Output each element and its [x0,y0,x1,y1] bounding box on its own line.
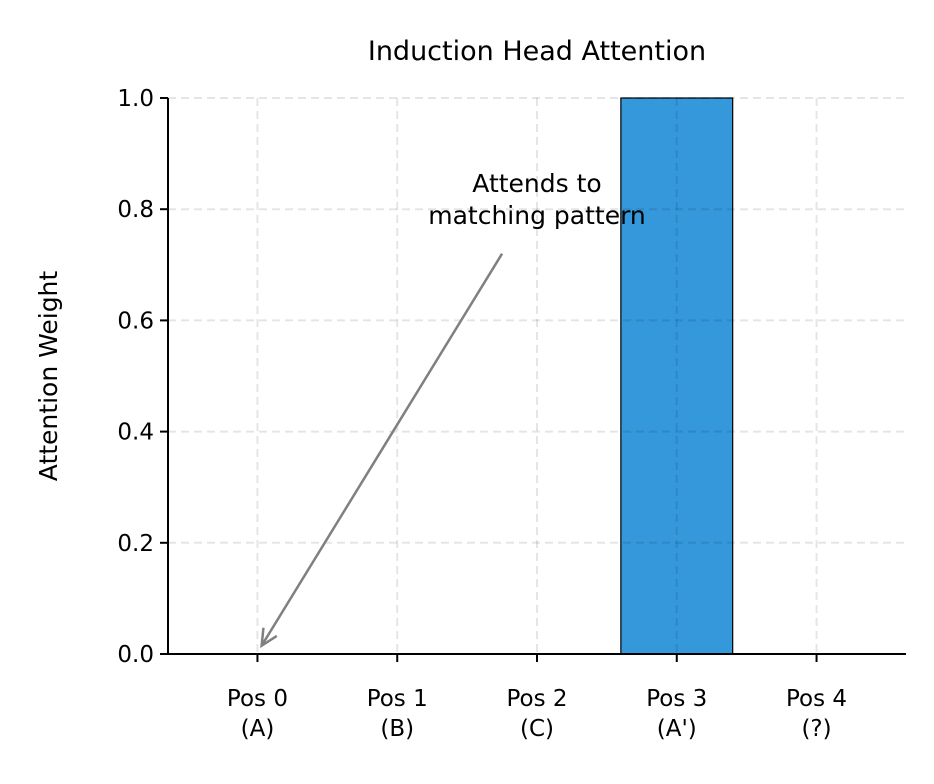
x-tick-label: Pos 2 [506,686,567,712]
y-tick-label: 0.4 [117,420,154,446]
y-tick-label: 0.8 [117,197,154,223]
x-tick-label: Pos 1 [367,686,428,712]
x-tick-label: (C) [520,716,554,742]
y-tick-label: 0.0 [117,642,154,668]
x-tick-label: (A) [241,716,275,742]
x-tick-label: (A') [657,716,697,742]
chart-title: Induction Head Attention [368,36,706,67]
annotation: Attends to matching pattern [260,169,646,649]
x-tick-label: Pos 3 [646,686,707,712]
bars [620,97,734,655]
annotation-text: Attends to [472,169,601,198]
y-tick-label: 0.2 [117,531,154,557]
ticks: 0.0 0.2 0.4 0.6 0.8 1.0 Pos 0 (A) Pos 1 (B) Pos 2 (… [117,86,847,742]
annotation-arrow [260,253,504,647]
y-tick-label: 1.0 [117,86,154,112]
annotation-text: matching pattern [428,201,646,230]
x-tick-label: (?) [801,716,831,742]
x-tick-label: (B) [380,716,414,742]
arrow-head-icon [260,627,278,649]
y-axis-label: Attention Weight [34,271,63,482]
x-tick-label: Pos 0 [227,686,288,712]
y-tick-label: 0.6 [117,308,154,334]
x-tick-label: Pos 4 [786,686,847,712]
bar [620,97,734,655]
